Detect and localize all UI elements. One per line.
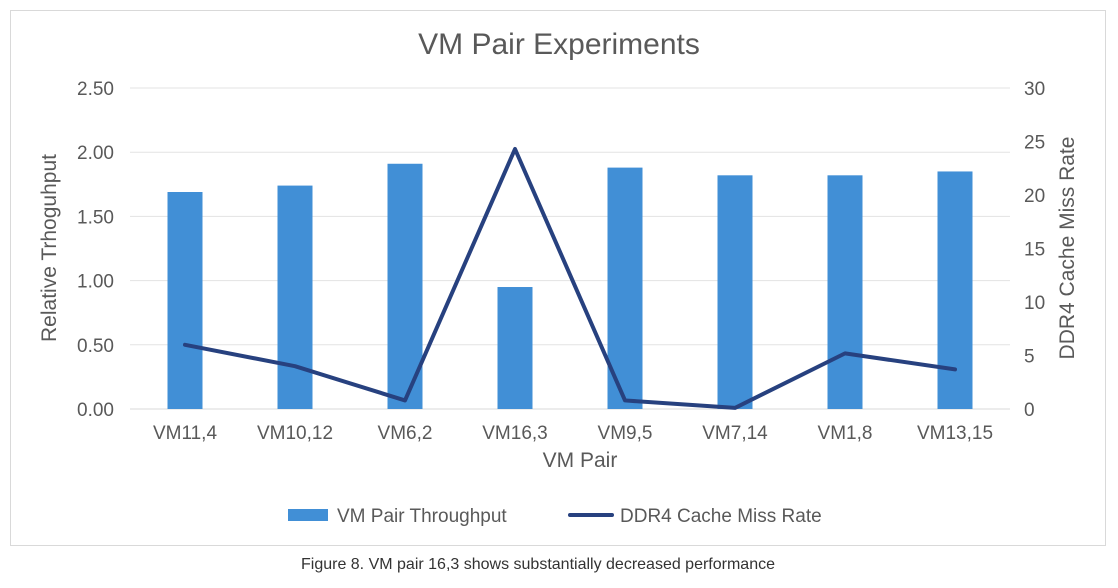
line-series: [183, 146, 957, 410]
legend-label-line: DDR4 Cache Miss Rate: [620, 506, 822, 527]
y2-axis-ticks: 0 5 10 15 20 25 30: [1024, 79, 1045, 421]
x-tick-label: VM11,4: [153, 423, 218, 444]
y2-tick-label: 10: [1024, 293, 1045, 314]
legend-label-bar: VM Pair Throughput: [337, 506, 507, 527]
x-axis-ticks: VM11,4 VM10,12 VM6,2 VM16,3 VM9,5 VM7,14 VM1,8…: [153, 423, 993, 444]
y-tick-label: 2.50: [77, 79, 114, 100]
chart-title: VM Pair Experiments: [418, 28, 700, 61]
y-tick-label: 0.50: [77, 336, 114, 357]
bar: [387, 163, 423, 409]
x-tick-label: VM7,14: [702, 423, 768, 444]
y-axis-label: Relative Trhoguhput: [38, 154, 61, 342]
gridlines: [130, 87, 1010, 410]
bar: [717, 175, 753, 409]
figure-caption: Figure 8. VM pair 16,3 shows substantial…: [300, 556, 775, 573]
x-axis-label: VM Pair: [543, 449, 618, 472]
series-line: [183, 146, 957, 410]
y2-tick-label: 15: [1024, 240, 1045, 261]
y2-tick-label: 30: [1024, 79, 1045, 100]
y2-axis-label: DDR4 Cache Miss Rate: [1056, 137, 1079, 360]
x-tick-label: VM1,8: [818, 423, 873, 444]
bar-series: [167, 163, 973, 409]
bar: [607, 167, 643, 409]
x-tick-label: VM13,15: [917, 423, 993, 444]
y2-tick-label: 25: [1024, 133, 1045, 154]
x-tick-label: VM10,12: [257, 423, 333, 444]
bar: [167, 192, 203, 409]
bar: [277, 185, 313, 409]
y-tick-label: 1.50: [77, 207, 114, 228]
y2-tick-label: 0: [1024, 400, 1035, 421]
y2-tick-label: 5: [1024, 347, 1035, 368]
x-tick-label: VM16,3: [482, 423, 547, 444]
y-tick-label: 0.00: [77, 400, 114, 421]
y2-tick-label: 20: [1024, 186, 1045, 207]
x-tick-label: VM9,5: [598, 423, 653, 444]
legend: VM Pair Throughput DDR4 Cache Miss Rate: [288, 506, 822, 527]
y-axis-ticks: 0.00 0.50 1.00 1.50 2.00 2.50: [77, 79, 114, 421]
x-tick-label: VM6,2: [378, 423, 433, 444]
y-tick-label: 2.00: [77, 143, 114, 164]
y-tick-label: 1.00: [77, 272, 114, 293]
bar: [827, 175, 863, 409]
legend-swatch-bar: [288, 509, 328, 521]
bar: [497, 287, 533, 409]
bar: [937, 171, 973, 409]
